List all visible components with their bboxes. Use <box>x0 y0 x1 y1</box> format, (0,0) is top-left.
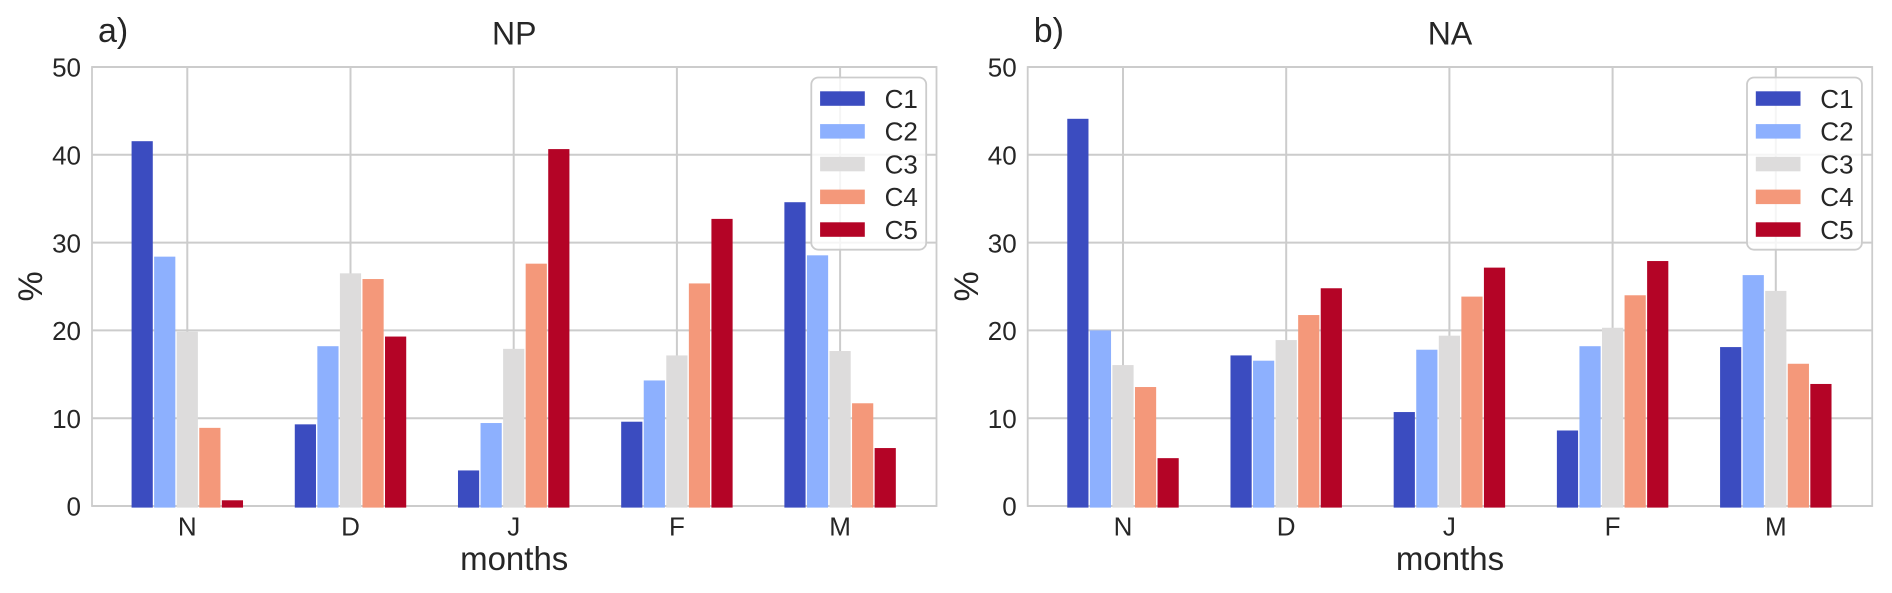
svg-text:NA: NA <box>1428 16 1473 52</box>
svg-text:C2: C2 <box>885 117 918 147</box>
svg-text:20: 20 <box>52 316 81 346</box>
svg-text:C3: C3 <box>885 149 918 179</box>
svg-text:C1: C1 <box>1820 84 1853 114</box>
svg-text:months: months <box>460 540 568 577</box>
svg-text:10: 10 <box>988 404 1017 434</box>
svg-text:C2: C2 <box>1820 117 1853 147</box>
svg-text:b): b) <box>1034 12 1064 50</box>
svg-text:M: M <box>829 512 851 542</box>
svg-text:30: 30 <box>52 228 81 258</box>
svg-text:F: F <box>669 512 685 542</box>
svg-text:C4: C4 <box>885 182 918 212</box>
svg-text:0: 0 <box>1002 492 1016 522</box>
svg-text:D: D <box>1277 512 1296 542</box>
svg-text:20: 20 <box>988 316 1017 346</box>
svg-text:NP: NP <box>492 16 536 52</box>
svg-text:a): a) <box>98 12 128 50</box>
svg-text:N: N <box>1114 512 1133 542</box>
svg-text:C4: C4 <box>1820 182 1853 212</box>
svg-text:40: 40 <box>52 141 81 171</box>
svg-text:%: % <box>948 271 986 301</box>
svg-text:50: 50 <box>52 53 81 83</box>
svg-text:10: 10 <box>52 404 81 434</box>
svg-text:M: M <box>1765 512 1787 542</box>
svg-text:0: 0 <box>67 492 81 522</box>
svg-text:C5: C5 <box>1820 215 1853 245</box>
svg-text:C1: C1 <box>885 84 918 114</box>
svg-text:J: J <box>1443 512 1456 542</box>
svg-text:J: J <box>507 512 520 542</box>
svg-text:C5: C5 <box>885 215 918 245</box>
svg-text:D: D <box>341 512 360 542</box>
svg-text:C3: C3 <box>1820 149 1853 179</box>
svg-text:50: 50 <box>988 53 1017 83</box>
svg-text:30: 30 <box>988 228 1017 258</box>
svg-text:N: N <box>178 512 197 542</box>
svg-text:%: % <box>12 271 50 301</box>
svg-text:40: 40 <box>988 141 1017 171</box>
svg-text:months: months <box>1396 540 1504 577</box>
svg-text:F: F <box>1605 512 1621 542</box>
